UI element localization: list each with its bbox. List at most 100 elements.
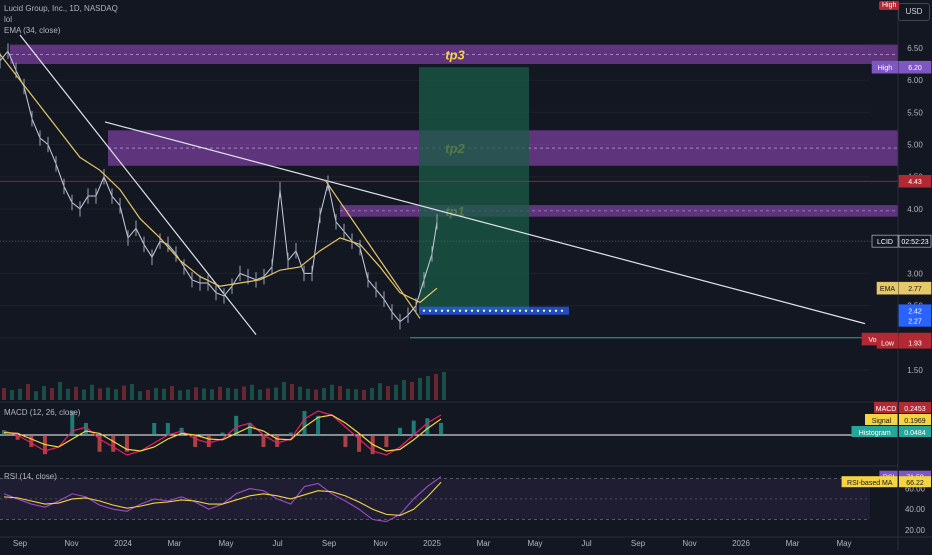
macd-histogram-bar	[220, 432, 225, 435]
volume-bar	[402, 380, 406, 400]
volume-bar	[442, 372, 446, 400]
volume-bar	[434, 374, 438, 400]
stop-dot	[428, 309, 432, 312]
macd-histogram-bar	[83, 423, 88, 435]
volume-bar	[234, 388, 238, 400]
volume-bar	[162, 388, 166, 400]
stop-dot	[440, 309, 444, 312]
time-tick-label: Nov	[64, 539, 78, 548]
macd-histogram-bar	[343, 435, 348, 447]
stop-dot	[494, 309, 498, 312]
price-label-text: EMA	[880, 286, 896, 293]
macd-value-tag	[899, 414, 931, 425]
price-label-text: Low	[881, 340, 895, 347]
volume-bar	[322, 388, 326, 400]
macd-value-text: 0.0484	[904, 430, 926, 437]
macd-tag	[851, 426, 898, 437]
rsi-value-tag	[899, 476, 931, 488]
macd-tag-label: Histogram	[859, 430, 891, 437]
signal-line	[3, 414, 442, 452]
stop-dot	[554, 309, 558, 312]
macd-histogram-bar	[124, 435, 129, 452]
macd-histogram-bar	[316, 415, 321, 435]
rsi-legend[interactable]: RSI (14, close)	[4, 472, 57, 481]
volume-bar	[2, 388, 6, 400]
macd-histogram-bar	[398, 427, 403, 435]
price-series	[0, 43, 438, 330]
rsi-value-tag	[899, 470, 931, 482]
price-tick-label: 6.50	[907, 44, 923, 53]
stop-dot	[512, 309, 516, 312]
volume-bar	[298, 386, 302, 400]
price-value-text: 1.93	[908, 340, 922, 347]
time-tick-label: Jul	[272, 539, 282, 548]
time-tick-label: Sep	[631, 539, 646, 548]
volume-bar	[186, 389, 190, 400]
stop-dot	[452, 309, 456, 312]
price-value-tag	[898, 335, 932, 349]
volume-bar	[202, 388, 206, 400]
macd-histogram-bar	[29, 435, 34, 447]
price-value-text: 2.77	[908, 286, 922, 293]
macd-histogram-bar	[70, 411, 75, 435]
macd-histogram-bar	[302, 411, 307, 435]
rsi-ma-line	[3, 481, 442, 516]
volume-bar	[66, 388, 70, 400]
volume-bar	[50, 388, 54, 400]
stop-dot	[548, 309, 552, 312]
macd-histogram-bar	[165, 423, 170, 435]
rsi-tick-label: 40.00	[905, 505, 926, 514]
volume-bar	[58, 382, 62, 400]
time-tick-label: Jul	[581, 539, 591, 548]
macd-histogram-bar	[425, 418, 430, 435]
volume-bar	[10, 390, 14, 400]
trendline-2	[104, 121, 866, 325]
volume-bar	[410, 382, 414, 400]
volume-bar	[354, 389, 358, 400]
macd-value-tag	[899, 402, 931, 413]
rsi-tick-label: 20.00	[905, 526, 926, 535]
macd-histogram-bar	[247, 423, 252, 435]
rsi-value-text: 66.22	[906, 480, 924, 487]
zone-label: tp3	[445, 47, 465, 62]
currency-button[interactable]: USD	[898, 3, 930, 21]
volume-bar	[426, 376, 430, 400]
volume-bar	[90, 384, 94, 400]
price-label-tag	[871, 60, 899, 74]
volume-bar	[26, 384, 30, 400]
volume-bar	[18, 388, 22, 400]
price-label-tag	[871, 234, 899, 248]
volume-bars	[2, 372, 446, 400]
price-tick-label: 5.00	[907, 141, 923, 150]
volume-bar	[114, 389, 118, 400]
macd-histogram-bar	[152, 423, 157, 435]
price-value-text: 6.20	[908, 65, 922, 72]
macd-histogram-bar	[234, 415, 239, 435]
stop-dot	[506, 309, 510, 312]
volume-bar	[378, 383, 382, 400]
macd-histogram-bar	[439, 423, 443, 435]
stop-dot	[542, 309, 546, 312]
price-tick-label: 6.00	[907, 76, 923, 85]
time-tick-label: Sep	[322, 539, 337, 548]
trendline-3	[324, 179, 421, 319]
stop-dot	[482, 309, 486, 312]
volume-bar	[82, 389, 86, 400]
volume-bar	[226, 388, 230, 400]
macd-pane: MACD 0.2453 Signal 0.1969 Histogram 0.0484	[0, 401, 931, 456]
macd-histogram-bar	[384, 435, 389, 447]
volume-bar	[242, 386, 246, 400]
volume-bar	[138, 391, 142, 400]
time-tick-label: Nov	[373, 539, 387, 548]
price-value-tag	[898, 234, 932, 248]
price-tick-label: 3.00	[907, 269, 923, 278]
stop-dot	[434, 309, 438, 312]
ema-legend[interactable]: EMA (34, close)	[4, 26, 61, 35]
macd-histogram-bar	[111, 435, 116, 452]
time-tick-label: Nov	[682, 539, 696, 548]
macd-legend[interactable]: MACD (12, 26, close)	[4, 408, 81, 417]
stop-box	[419, 306, 569, 315]
volume-bar	[266, 388, 270, 400]
